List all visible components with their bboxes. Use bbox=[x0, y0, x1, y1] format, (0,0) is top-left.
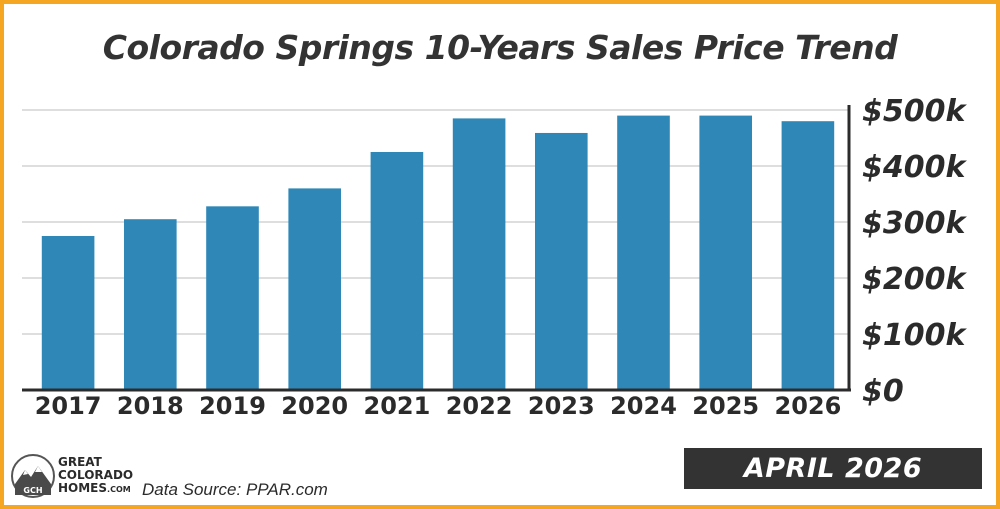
bar-2025 bbox=[699, 115, 753, 390]
bar-2017 bbox=[41, 236, 95, 390]
y-tick-label: $400k bbox=[862, 150, 967, 185]
x-tick-label: 2024 bbox=[610, 392, 677, 420]
bar-2024 bbox=[617, 115, 670, 390]
data-source-note: Data Source: PPAR.com bbox=[142, 480, 328, 499]
axes bbox=[22, 105, 851, 392]
x-tick-label: 2017 bbox=[35, 392, 102, 420]
x-tick-label: 2025 bbox=[692, 392, 759, 420]
bar-2022 bbox=[452, 118, 506, 391]
great-colorado-homes-logo: GCH GREAT COLORADO HOMES.COM bbox=[11, 454, 146, 502]
x-tick-label: 2022 bbox=[446, 392, 513, 420]
bar-2020 bbox=[288, 188, 342, 390]
x-tick-labels: 2017 2018 2019 2020 2021 2022 2023 2024 2025 2026 bbox=[35, 392, 842, 420]
x-tick-label: 2023 bbox=[528, 392, 595, 420]
logo-line-2: COLORADO bbox=[58, 468, 134, 482]
mountain-logo-icon: GCH bbox=[11, 454, 55, 498]
y-tick-label: $0 bbox=[862, 374, 904, 409]
x-tick-label: 2019 bbox=[199, 392, 266, 420]
bar-2023 bbox=[534, 132, 588, 390]
x-tick-label: 2026 bbox=[775, 392, 842, 420]
bar-2019 bbox=[206, 206, 259, 390]
logo-wordmark: GREAT COLORADO HOMES.COM bbox=[58, 456, 133, 496]
bar-2026 bbox=[781, 121, 835, 390]
y-tick-labels: $0 $100k $200k $300k $400k $500k bbox=[862, 94, 967, 409]
y-tick-label: $100k bbox=[862, 318, 967, 353]
bar-2018 bbox=[123, 219, 177, 390]
logo-suffix: .COM bbox=[107, 485, 131, 494]
chart-title: Colorado Springs 10-Years Sales Price Tr… bbox=[102, 28, 898, 67]
logo-badge-text: GCH bbox=[23, 486, 42, 495]
x-tick-label: 2020 bbox=[281, 392, 348, 420]
y-tick-label: $500k bbox=[862, 94, 967, 129]
bars bbox=[41, 115, 835, 391]
logo-line-1: GREAT bbox=[58, 455, 102, 469]
x-tick-label: 2021 bbox=[364, 392, 431, 420]
bar-2021 bbox=[370, 152, 424, 390]
logo-line-3: HOMES bbox=[58, 481, 108, 495]
y-tick-label: $300k bbox=[862, 206, 967, 241]
y-tick-label: $200k bbox=[862, 262, 967, 297]
date-badge: APRIL 2026 bbox=[684, 448, 982, 489]
x-tick-label: 2018 bbox=[117, 392, 184, 420]
